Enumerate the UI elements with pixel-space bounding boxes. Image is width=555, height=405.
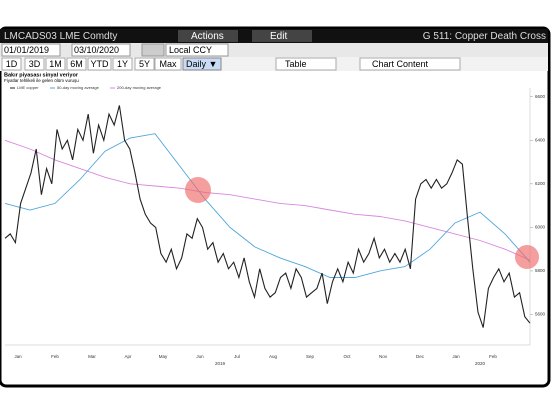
prev-next-buttons[interactable] (141, 43, 165, 57)
x-tick-label: Apr (124, 354, 132, 359)
end-date-field[interactable] (71, 43, 131, 57)
x-tick-label: Aug (269, 354, 278, 359)
x-tick-label: May (159, 354, 168, 359)
range-label: 1D (6, 59, 18, 69)
series-line (4, 133, 531, 278)
currency: Local CCY (169, 45, 212, 55)
window-frame (0, 26, 551, 388)
x-tick-label: Dec (416, 354, 425, 359)
frequency-dropdown[interactable] (182, 57, 222, 71)
legend-label: 200-day moving average (117, 85, 162, 90)
legend-label: 50-day moving average (57, 85, 100, 90)
table-button[interactable] (275, 57, 337, 71)
range-label: 1M (49, 59, 62, 69)
table-label: Table (285, 59, 307, 69)
x-tick-label: Feb (51, 354, 59, 359)
function-title: G 511: Copper Death Cross (423, 31, 546, 42)
range-label: Max (159, 59, 177, 69)
range-button[interactable] (134, 57, 155, 71)
series-line (4, 105, 531, 328)
actions-menu[interactable] (178, 30, 238, 42)
range-button[interactable] (154, 57, 182, 71)
x-tick-label: Jul (234, 354, 240, 359)
range-button[interactable] (24, 57, 45, 71)
range-label: 5Y (139, 59, 150, 69)
cross-marker (185, 177, 211, 203)
y-tick-label: 6200 (535, 181, 546, 186)
currency-field[interactable] (165, 43, 229, 57)
y-tick-label: 5800 (535, 268, 546, 273)
x-tick-label: Feb (489, 354, 497, 359)
x-tick-label: Jan (14, 354, 22, 359)
ticker: LMCADS03 LME Comdty (4, 31, 117, 42)
frequency: Daily ▼ (186, 59, 217, 69)
range-label: 6M (70, 59, 83, 69)
range-button[interactable] (66, 57, 87, 71)
edit-menu[interactable] (252, 30, 312, 42)
range-label: YTD (91, 59, 110, 69)
range-label: 3D (29, 59, 41, 69)
end-date: 03/10/2020 (74, 45, 119, 55)
edit-label: Edit (270, 31, 287, 42)
series-line (4, 139, 531, 261)
chart-content-button[interactable] (359, 57, 461, 71)
cross-marker (515, 245, 539, 269)
x-tick-label: Jan (452, 354, 460, 359)
chart-title: Bakır piyasası sinyal veriyor (4, 72, 79, 78)
actions-label: Actions (191, 31, 224, 42)
legend-label: LME copper (17, 85, 39, 90)
chart-subtitle: Fiyatlar tehlikeli ile gelen ölüm vuruşu (4, 78, 79, 83)
x-tick-label: Jun (196, 354, 204, 359)
date-bar (0, 43, 548, 57)
start-date: 01/01/2019 (4, 45, 49, 55)
chart-content-label: Chart Content (372, 59, 429, 69)
x-tick-label: Sep (306, 354, 315, 359)
range-button[interactable] (45, 57, 66, 71)
x-tick-label: Mar (88, 354, 96, 359)
y-tick-label: 6000 (535, 225, 546, 230)
y-tick-label: 6600 (535, 94, 546, 99)
range-button[interactable] (112, 57, 133, 71)
range-button[interactable] (1, 57, 22, 71)
range-button[interactable] (87, 57, 112, 71)
year-label: 2019 (215, 361, 226, 366)
start-date-field[interactable] (1, 43, 61, 57)
range-label: 1Y (117, 59, 128, 69)
x-tick-label: Oct (343, 354, 351, 359)
x-tick-label: Nov (379, 354, 388, 359)
y-tick-label: 6400 (535, 137, 546, 142)
y-tick-label: 5600 (535, 312, 546, 317)
year-label: 2020 (475, 361, 486, 366)
